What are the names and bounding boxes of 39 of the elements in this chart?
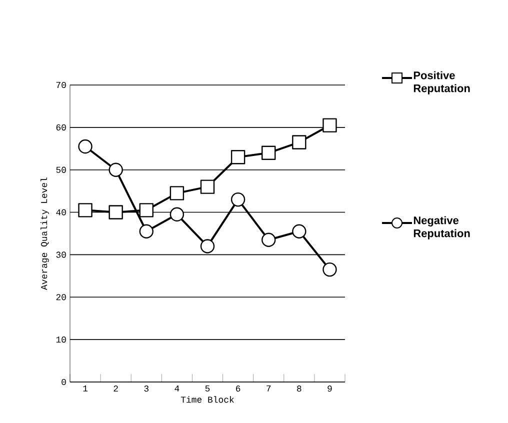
- point: [322, 262, 337, 277]
- y-axis-title: Average Quality Level: [40, 178, 49, 290]
- point: [322, 118, 337, 132]
- x-tick-label: 9: [328, 386, 332, 392]
- y-tick-label: 50: [56, 166, 66, 173]
- x-tick-label: 6: [236, 386, 240, 392]
- legend-label: Negative Reputation: [414, 216, 470, 240]
- x-tick-label: 5: [205, 386, 210, 392]
- point: [230, 192, 246, 207]
- x-tick-label: 3: [144, 386, 149, 392]
- y-tick-label: 70: [56, 82, 66, 88]
- point: [170, 207, 184, 222]
- y-tick-label: 10: [56, 336, 66, 343]
- point: [170, 186, 184, 200]
- point: [292, 224, 306, 238]
- y-tick-label: 20: [56, 294, 66, 300]
- point: [230, 150, 246, 164]
- x-tick-label: 2: [114, 386, 118, 392]
- y-tick-label: 30: [56, 252, 66, 258]
- point: [78, 203, 92, 218]
- point: [139, 224, 154, 238]
- x-tick-label: 8: [297, 386, 302, 392]
- point: [108, 162, 123, 177]
- y-tick-label: 40: [56, 209, 66, 216]
- y-tick-label: 60: [56, 124, 66, 130]
- x-tick-label: 7: [266, 386, 271, 392]
- point: [262, 232, 276, 247]
- x-axis-title: Time Block: [180, 396, 234, 403]
- x-tick-label: 1: [83, 386, 88, 392]
- point: [262, 146, 276, 160]
- point: [78, 139, 92, 154]
- point: [200, 180, 215, 194]
- point: [200, 239, 215, 254]
- y-tick-label: 0: [62, 378, 66, 386]
- legend-label: Positive Reputation: [414, 71, 470, 94]
- point: [139, 203, 154, 218]
- x-tick-label: 4: [174, 386, 180, 392]
- point: [108, 205, 123, 220]
- point: [292, 135, 306, 150]
